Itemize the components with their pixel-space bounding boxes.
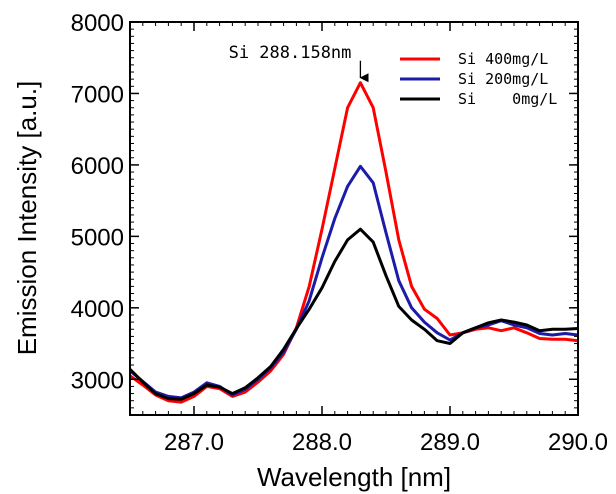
peak-annotation-label: Si 288.158nm (229, 43, 352, 63)
x-tick-label: 288.0 (292, 429, 352, 456)
y-tick-label: 5000 (71, 224, 124, 251)
ticks-layer: 287.0 288.0 289.0 290.0 3000 4000 5000 6000 7000… (71, 10, 608, 456)
y-tick-label: 4000 (71, 296, 124, 323)
y-tick-label: 3000 (71, 367, 124, 394)
series-line-1 (130, 164, 578, 400)
y-axis-title: Emission Intensity [a.u.] (12, 81, 42, 356)
legend: Si 400mg/L Si 200mg/L Si 0mg/L (400, 50, 557, 108)
x-tick-label: 287.0 (164, 429, 224, 456)
x-tick-label: 290.0 (548, 429, 608, 456)
legend-label-200: Si 200mg/L (458, 70, 548, 88)
plot-frame (129, 21, 579, 416)
legend-label-400: Si 400mg/L (458, 50, 548, 68)
x-axis-title: Wavelength [nm] (257, 462, 451, 492)
y-tick-label: 7000 (71, 81, 124, 108)
series-line-2 (130, 227, 578, 401)
y-tick-label: 6000 (71, 153, 124, 180)
series-layer (130, 81, 578, 404)
legend-label-0: Si 0mg/L (458, 90, 557, 108)
y-tick-label: 8000 (71, 10, 124, 37)
series-line-0 (130, 81, 578, 404)
x-tick-label: 289.0 (420, 429, 480, 456)
